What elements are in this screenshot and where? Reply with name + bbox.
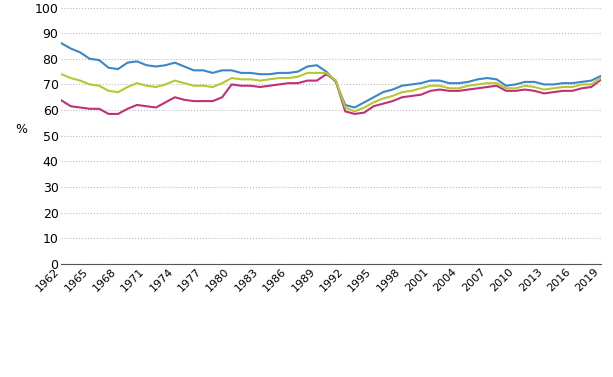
Män — [58, 41, 65, 46]
Line: Totalt: Totalt — [61, 73, 601, 111]
Totalt — [190, 83, 197, 88]
Kvinnor — [322, 72, 330, 77]
Män — [521, 80, 528, 84]
Totalt — [531, 85, 538, 89]
Män — [597, 74, 604, 78]
Kvinnor — [578, 86, 585, 90]
Totalt — [436, 83, 444, 88]
Kvinnor — [597, 78, 604, 82]
Totalt — [578, 82, 585, 87]
Män — [578, 80, 585, 84]
Män — [427, 78, 434, 83]
Line: Kvinnor: Kvinnor — [61, 74, 601, 114]
Kvinnor — [190, 99, 197, 103]
Totalt — [597, 76, 604, 80]
Kvinnor — [105, 112, 112, 116]
Män — [181, 64, 188, 69]
Kvinnor — [200, 99, 207, 103]
Y-axis label: %: % — [15, 123, 27, 136]
Totalt — [351, 109, 359, 113]
Totalt — [474, 82, 481, 87]
Totalt — [58, 72, 65, 77]
Kvinnor — [436, 87, 444, 92]
Kvinnor — [58, 98, 65, 103]
Män — [465, 80, 472, 84]
Totalt — [303, 70, 311, 75]
Line: Män: Män — [61, 43, 601, 107]
Totalt — [181, 81, 188, 86]
Kvinnor — [474, 86, 481, 90]
Män — [190, 68, 197, 73]
Kvinnor — [531, 89, 538, 93]
Män — [351, 105, 359, 110]
